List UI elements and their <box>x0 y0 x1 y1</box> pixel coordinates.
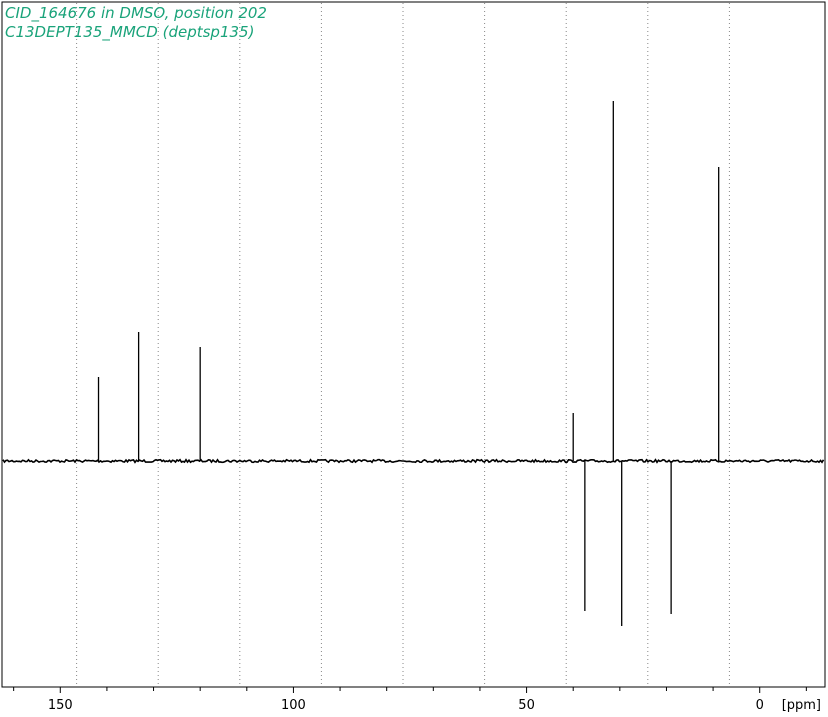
spectrum-baseline <box>2 458 825 464</box>
x-tick-label: 100 <box>281 698 306 713</box>
x-axis: 150 100 50 0 [ppm] <box>2 686 825 713</box>
spectrum-peaks <box>97 101 720 626</box>
x-axis-tick-labels: 150 100 50 0 <box>48 698 764 713</box>
x-tick-label: 150 <box>48 698 73 713</box>
x-axis-ticks <box>13 687 807 693</box>
experiment-subtitle: C13DEPT135_MMCD (deptsp135) <box>5 23 255 41</box>
x-axis-unit-label: [ppm] <box>782 698 821 713</box>
plot-frame <box>1 1 826 688</box>
grid-lines <box>76 3 730 687</box>
x-tick-label: 50 <box>518 698 535 713</box>
x-tick-label: 0 <box>756 698 764 713</box>
spectrum-title: CID_164676 in DMSO, position 202 <box>5 4 267 22</box>
